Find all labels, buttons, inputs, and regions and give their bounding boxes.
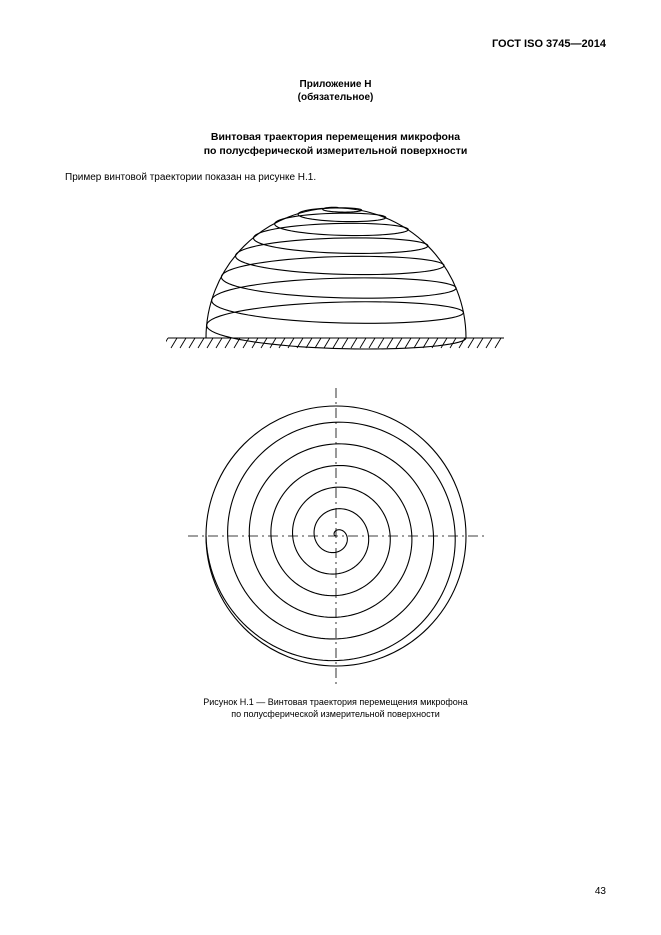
figure-caption: Рисунок H.1 — Винтовая траектория переме… bbox=[65, 696, 606, 720]
document-id: ГОСТ ISO 3745—2014 bbox=[65, 38, 606, 50]
page-number: 43 bbox=[595, 886, 606, 897]
document-page: ГОСТ ISO 3745—2014 Приложение H (обязате… bbox=[0, 0, 661, 935]
caption-line2: по полусферической измерительной поверхн… bbox=[231, 709, 440, 719]
annex-line1: Приложение H bbox=[300, 79, 372, 90]
intro-paragraph: Пример винтовой траектории показан на ри… bbox=[65, 172, 606, 183]
spiral-side-view-diagram bbox=[166, 193, 506, 368]
annex-line2: (обязательное) bbox=[298, 92, 374, 103]
caption-line1: Рисунок H.1 — Винтовая траектория переме… bbox=[203, 697, 467, 707]
title-line2: по полусферической измерительной поверхн… bbox=[204, 145, 468, 157]
figure-container: Рисунок H.1 — Винтовая траектория переме… bbox=[65, 193, 606, 720]
annex-label: Приложение H (обязательное) bbox=[65, 78, 606, 104]
title-line1: Винтовая траектория перемещения микрофон… bbox=[211, 131, 460, 143]
section-title: Винтовая траектория перемещения микрофон… bbox=[65, 130, 606, 158]
spiral-top-view-diagram bbox=[186, 386, 486, 686]
